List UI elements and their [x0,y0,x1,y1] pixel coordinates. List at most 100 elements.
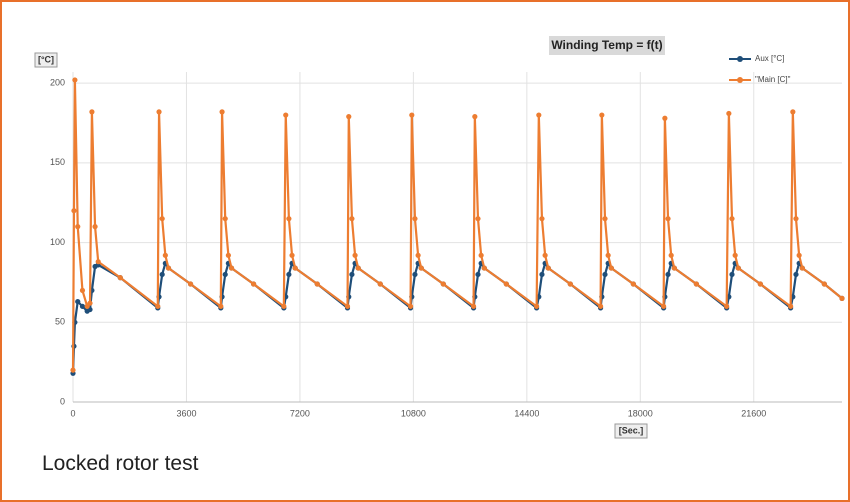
data-point [89,109,95,115]
data-point [821,281,827,287]
data-point [72,77,78,83]
legend-marker [737,56,743,62]
data-point [92,224,98,230]
data-point [793,271,799,278]
data-point [597,303,604,309]
y-label-box [34,52,58,68]
data-point [292,265,298,271]
y-tick-label: 100 [50,237,65,247]
data-point [567,281,573,287]
data-point [412,271,418,278]
data-point [668,252,674,258]
data-point [605,252,611,258]
data-point [481,265,487,271]
data-point [630,281,636,287]
y-tick-label: 200 [50,78,65,88]
data-point [75,224,81,230]
data-point [793,216,799,222]
data-point [539,271,545,278]
data-point [539,216,545,222]
data-point [545,265,551,271]
x-tick-label: 0 [70,408,75,418]
legend-label: "Main [C]" [755,75,791,84]
chart-title: Winding Temp = f(t) [551,38,662,52]
data-point [355,265,361,271]
data-point [165,265,172,271]
data-point [187,281,194,287]
data-point [536,112,542,118]
data-point [250,281,257,287]
data-point [283,112,289,118]
data-point [757,281,763,287]
data-point [70,367,76,373]
data-point [415,252,421,258]
data-point [799,265,805,271]
data-point [155,303,161,309]
data-point [599,112,605,118]
data-point [286,271,292,278]
data-point [79,303,86,309]
data-point [671,265,677,271]
data-point [228,265,235,271]
data-point [409,112,415,118]
data-point [732,252,738,258]
data-point [665,271,671,278]
x-axis-label: [Sec.] [619,425,644,435]
data-point [735,265,741,271]
data-point [156,109,162,115]
y-axis-label: [°C] [38,54,54,64]
data-point [377,281,383,287]
data-point [79,287,86,294]
data-point [693,281,699,287]
y-tick-label: 0 [60,396,65,406]
caption: Locked rotor test [42,452,199,475]
data-point [472,114,478,120]
x-tick-label: 14400 [514,408,539,418]
data-point [75,298,81,305]
data-point [665,216,671,222]
x-tick-label: 7200 [290,408,310,418]
data-point [602,271,608,278]
data-point [346,114,352,120]
data-point [218,303,224,309]
data-point [412,216,418,222]
data-point [724,303,730,309]
data-point [162,252,168,258]
data-point [314,281,320,287]
data-point [117,275,123,281]
x-tick-label: 21600 [741,408,766,418]
data-point [225,252,231,258]
data-point [95,259,101,265]
data-point [407,303,414,309]
x-tick-label: 3600 [176,408,196,418]
data-point [729,271,735,278]
data-point [608,265,614,271]
data-point [281,303,287,309]
legend-marker [737,77,743,83]
data-point [222,271,228,278]
data-point [661,303,667,309]
data-point [159,271,165,278]
data-point [222,216,228,222]
data-point [503,281,509,287]
data-point [349,271,355,278]
data-point [475,216,481,222]
x-tick-label: 10800 [401,408,426,418]
data-point [796,252,802,258]
data-point [839,295,845,301]
data-point [286,216,292,222]
title-box [549,36,665,55]
data-point [726,110,732,117]
data-point [289,252,295,258]
data-point [542,252,548,258]
data-point [87,300,93,306]
data-point [729,216,735,222]
y-tick-label: 50 [55,317,65,327]
data-point [470,303,477,309]
data-point [790,109,796,115]
data-point [602,216,608,222]
chart: Winding Temp = f(t) [°C] [Sec.] 0 50 100 15… [34,36,845,439]
y-tick-label: 150 [50,157,65,167]
data-point [662,115,668,121]
